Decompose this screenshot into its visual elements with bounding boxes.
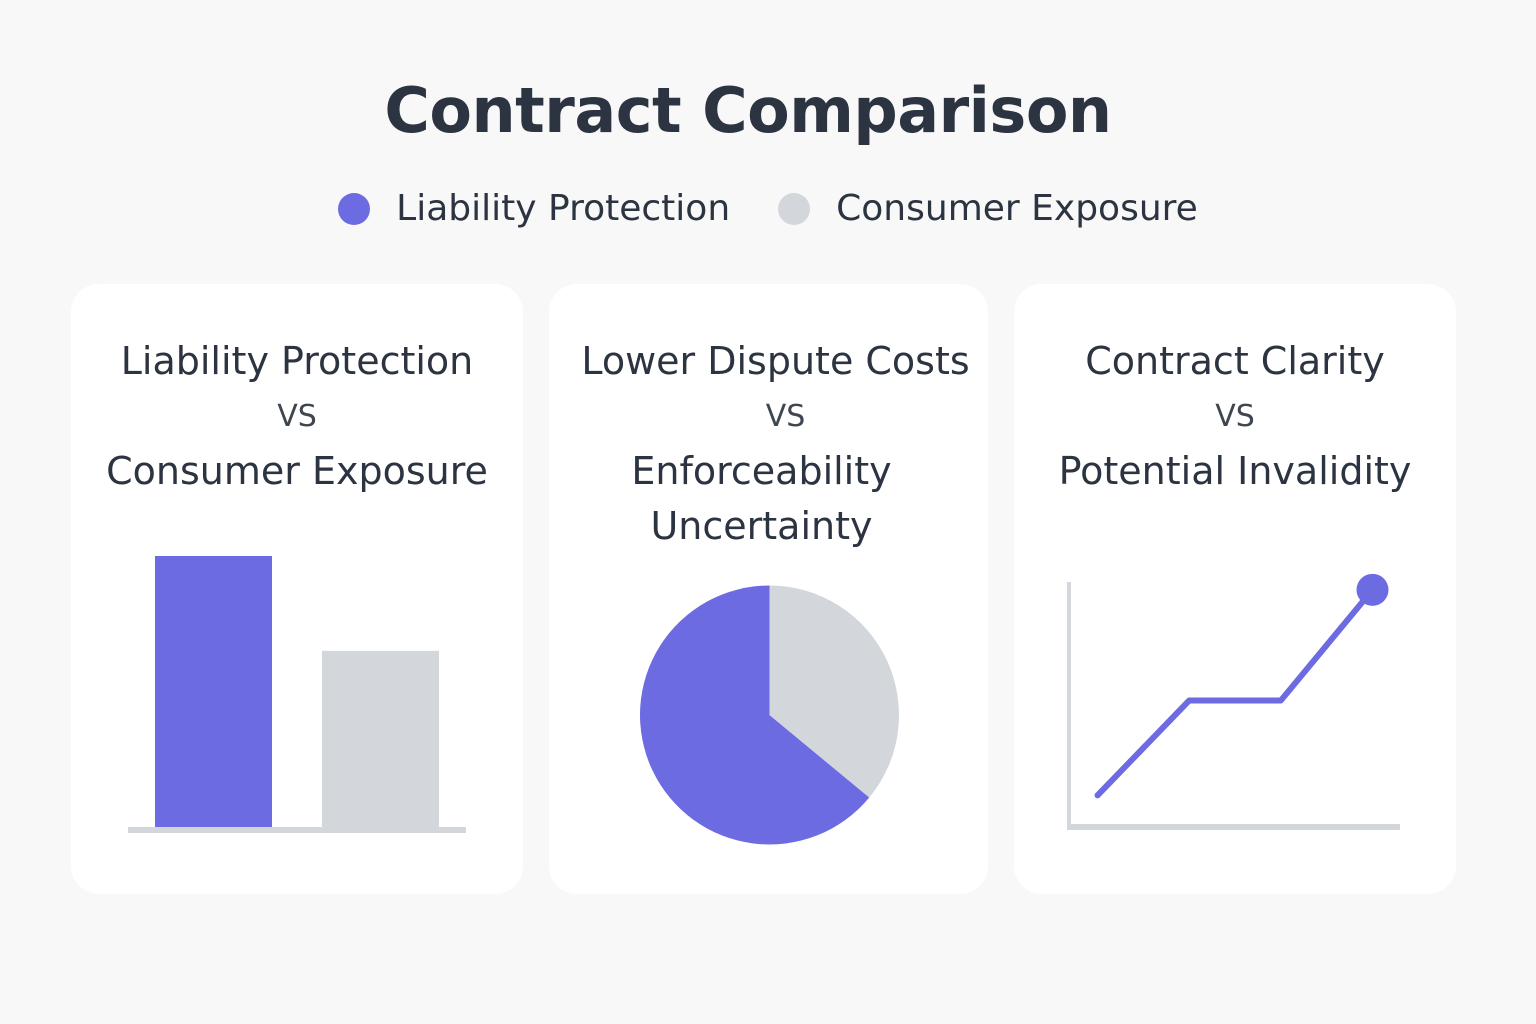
line-chart (1067, 573, 1400, 830)
legend-label-exposure: Consumer Exposure (836, 188, 1198, 229)
series-line (1094, 586, 1376, 799)
card-title-bottom: Consumer Exposure (106, 449, 488, 493)
pie-chart (639, 585, 899, 845)
card-title: Liability Protection VS Consumer Exposur… (71, 334, 523, 499)
end-point-marker (1356, 573, 1389, 606)
legend-swatch-exposure (778, 192, 811, 225)
pie-slice-0 (639, 585, 870, 845)
vs-label: VS (765, 399, 806, 434)
card-clarity-vs-invalidity: Contract Clarity VS Potential Invalidity (1014, 284, 1456, 894)
card-title-top: Lower Dispute Costs (581, 339, 970, 383)
card-title-bottom: Enforceability Uncertainty (631, 449, 892, 548)
card-title-top: Contract Clarity (1085, 339, 1385, 383)
page-title: Contract Comparison (384, 74, 1112, 147)
legend-item-exposure: Consumer Exposure (778, 188, 1198, 229)
card-title-bottom: Potential Invalidity (1058, 449, 1412, 493)
legend: Liability Protection Consumer Exposure (0, 188, 1536, 229)
legend-swatch-liability (338, 192, 371, 225)
legend-item-liability: Liability Protection (338, 188, 730, 229)
vs-label: VS (277, 399, 317, 434)
vs-label: VS (1215, 399, 1255, 434)
card-title: Lower Dispute Costs VS Enforceability Un… (535, 334, 988, 554)
card-title-top: Liability Protection (120, 339, 474, 383)
bar-0 (155, 556, 272, 827)
pie-slice-1 (769, 585, 899, 798)
card-dispute-vs-enforceability: Lower Dispute Costs VS Enforceability Un… (549, 284, 988, 894)
bar-chart (128, 556, 466, 833)
x-axis-baseline (128, 827, 466, 833)
card-title: Contract Clarity VS Potential Invalidity (1014, 334, 1456, 499)
x-axis (1067, 824, 1400, 830)
legend-label-liability: Liability Protection (396, 188, 731, 229)
y-axis (1067, 582, 1071, 830)
card-liability-vs-exposure: Liability Protection VS Consumer Exposur… (71, 284, 523, 894)
bar-1 (322, 650, 439, 827)
